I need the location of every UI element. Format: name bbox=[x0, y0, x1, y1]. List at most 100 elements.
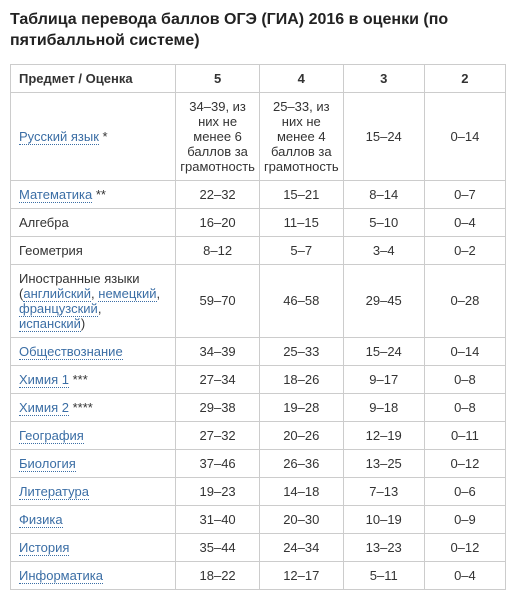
grade-cell-g4: 11–15 bbox=[259, 208, 343, 236]
table-row: Информатика18–2212–175–110–4 bbox=[11, 561, 506, 589]
grade-cell-g3: 15–24 bbox=[343, 337, 424, 365]
subject-cell: Русский язык * bbox=[11, 92, 176, 180]
grade-cell-g2: 0–4 bbox=[424, 561, 505, 589]
grade-cell-g2: 0–12 bbox=[424, 533, 505, 561]
subject-link[interactable]: Биология bbox=[19, 456, 76, 472]
grade-cell-g3: 13–25 bbox=[343, 449, 424, 477]
grade-cell-g2: 0–7 bbox=[424, 180, 505, 208]
grade-cell-g5: 8–12 bbox=[176, 236, 260, 264]
table-row: Биология 37–4626–3613–250–12 bbox=[11, 449, 506, 477]
grade-cell-g2: 0–14 bbox=[424, 337, 505, 365]
grade-cell-g5: 31–40 bbox=[176, 505, 260, 533]
header-subject: Предмет / Оценка bbox=[11, 64, 176, 92]
subject-text: Алгебра bbox=[19, 215, 69, 230]
subject-link[interactable]: Химия 1 bbox=[19, 372, 69, 388]
grade-cell-g2: 0–8 bbox=[424, 393, 505, 421]
grade-cell-g3: 5–10 bbox=[343, 208, 424, 236]
table-header-row: Предмет / Оценка 5 4 3 2 bbox=[11, 64, 506, 92]
header-grade-2: 2 bbox=[424, 64, 505, 92]
grade-cell-g2: 0–28 bbox=[424, 264, 505, 337]
grade-cell-g5: 16–20 bbox=[176, 208, 260, 236]
subject-link[interactable]: Русский язык bbox=[19, 129, 99, 145]
subject-cell: Математика ** bbox=[11, 180, 176, 208]
grade-cell-g3: 9–18 bbox=[343, 393, 424, 421]
grade-cell-g5: 34–39 bbox=[176, 337, 260, 365]
grade-cell-g4: 24–34 bbox=[259, 533, 343, 561]
table-row: Физика31–4020–3010–190–9 bbox=[11, 505, 506, 533]
grade-cell-g4: 46–58 bbox=[259, 264, 343, 337]
grade-cell-g5: 34–39, из них не менее 6 баллов за грамо… bbox=[176, 92, 260, 180]
subject-link[interactable]: французский bbox=[19, 301, 98, 317]
grade-cell-g5: 27–32 bbox=[176, 421, 260, 449]
header-grade-3: 3 bbox=[343, 64, 424, 92]
subject-link[interactable]: Литература bbox=[19, 484, 89, 500]
subject-text: , bbox=[157, 286, 161, 301]
grade-cell-g3: 5–11 bbox=[343, 561, 424, 589]
grade-cell-g4: 25–33 bbox=[259, 337, 343, 365]
grade-cell-g5: 29–38 bbox=[176, 393, 260, 421]
subject-link[interactable]: Математика bbox=[19, 187, 92, 203]
subject-link[interactable]: английский bbox=[23, 286, 91, 302]
subject-text: ) bbox=[81, 316, 85, 331]
subject-link[interactable]: История bbox=[19, 540, 69, 556]
grade-cell-g3: 12–19 bbox=[343, 421, 424, 449]
grade-cell-g3: 13–23 bbox=[343, 533, 424, 561]
table-row: Математика **22–3215–218–140–7 bbox=[11, 180, 506, 208]
subject-cell: Иностранные языки (английский, немецкий,… bbox=[11, 264, 176, 337]
grade-cell-g5: 19–23 bbox=[176, 477, 260, 505]
subject-text: * bbox=[99, 129, 108, 144]
table-row: Геометрия8–125–73–40–2 bbox=[11, 236, 506, 264]
table-row: Литература 19–2314–187–130–6 bbox=[11, 477, 506, 505]
subject-cell: География bbox=[11, 421, 176, 449]
grade-cell-g5: 35–44 bbox=[176, 533, 260, 561]
grade-cell-g2: 0–11 bbox=[424, 421, 505, 449]
subject-cell: Химия 2 **** bbox=[11, 393, 176, 421]
subject-text: ** bbox=[92, 187, 106, 202]
subject-cell: Информатика bbox=[11, 561, 176, 589]
grade-cell-g4: 5–7 bbox=[259, 236, 343, 264]
grade-cell-g3: 29–45 bbox=[343, 264, 424, 337]
grade-cell-g5: 59–70 bbox=[176, 264, 260, 337]
subject-cell: Геометрия bbox=[11, 236, 176, 264]
subject-link[interactable]: География bbox=[19, 428, 84, 444]
grade-cell-g3: 7–13 bbox=[343, 477, 424, 505]
grade-cell-g4: 18–26 bbox=[259, 365, 343, 393]
subject-cell: Химия 1 *** bbox=[11, 365, 176, 393]
grade-cell-g2: 0–9 bbox=[424, 505, 505, 533]
grade-cell-g2: 0–6 bbox=[424, 477, 505, 505]
subject-link[interactable]: Информатика bbox=[19, 568, 103, 584]
grade-cell-g4: 26–36 bbox=[259, 449, 343, 477]
table-row: Русский язык *34–39, из них не менее 6 б… bbox=[11, 92, 506, 180]
header-grade-5: 5 bbox=[176, 64, 260, 92]
subject-cell: Биология bbox=[11, 449, 176, 477]
grade-cell-g4: 12–17 bbox=[259, 561, 343, 589]
grade-cell-g4: 14–18 bbox=[259, 477, 343, 505]
subject-link[interactable]: Физика bbox=[19, 512, 63, 528]
subject-link[interactable]: испанский bbox=[19, 316, 81, 332]
subject-link[interactable]: Химия 2 bbox=[19, 400, 69, 416]
subject-cell: Литература bbox=[11, 477, 176, 505]
grade-cell-g5: 37–46 bbox=[176, 449, 260, 477]
subject-text: Геометрия bbox=[19, 243, 83, 258]
subject-link[interactable]: немецкий bbox=[98, 286, 156, 302]
subject-cell: История bbox=[11, 533, 176, 561]
subject-link[interactable]: Обществознание bbox=[19, 344, 123, 360]
grade-cell-g4: 20–30 bbox=[259, 505, 343, 533]
grade-cell-g2: 0–4 bbox=[424, 208, 505, 236]
grade-cell-g3: 8–14 bbox=[343, 180, 424, 208]
grade-cell-g5: 27–34 bbox=[176, 365, 260, 393]
table-row: Химия 2 ****29–3819–289–180–8 bbox=[11, 393, 506, 421]
table-row: История 35–4424–3413–230–12 bbox=[11, 533, 506, 561]
grade-cell-g4: 15–21 bbox=[259, 180, 343, 208]
grade-cell-g2: 0–12 bbox=[424, 449, 505, 477]
subject-text: , bbox=[98, 301, 102, 316]
grade-cell-g4: 25–33, из них не менее 4 баллов за грамо… bbox=[259, 92, 343, 180]
subject-cell: Алгебра bbox=[11, 208, 176, 236]
subject-text: *** bbox=[69, 372, 88, 387]
grade-cell-g4: 19–28 bbox=[259, 393, 343, 421]
grade-cell-g2: 0–8 bbox=[424, 365, 505, 393]
table-row: Иностранные языки (английский, немецкий,… bbox=[11, 264, 506, 337]
table-row: Алгебра 16–2011–155–100–4 bbox=[11, 208, 506, 236]
table-row: Обществознание 34–3925–3315–240–14 bbox=[11, 337, 506, 365]
subject-cell: Физика bbox=[11, 505, 176, 533]
